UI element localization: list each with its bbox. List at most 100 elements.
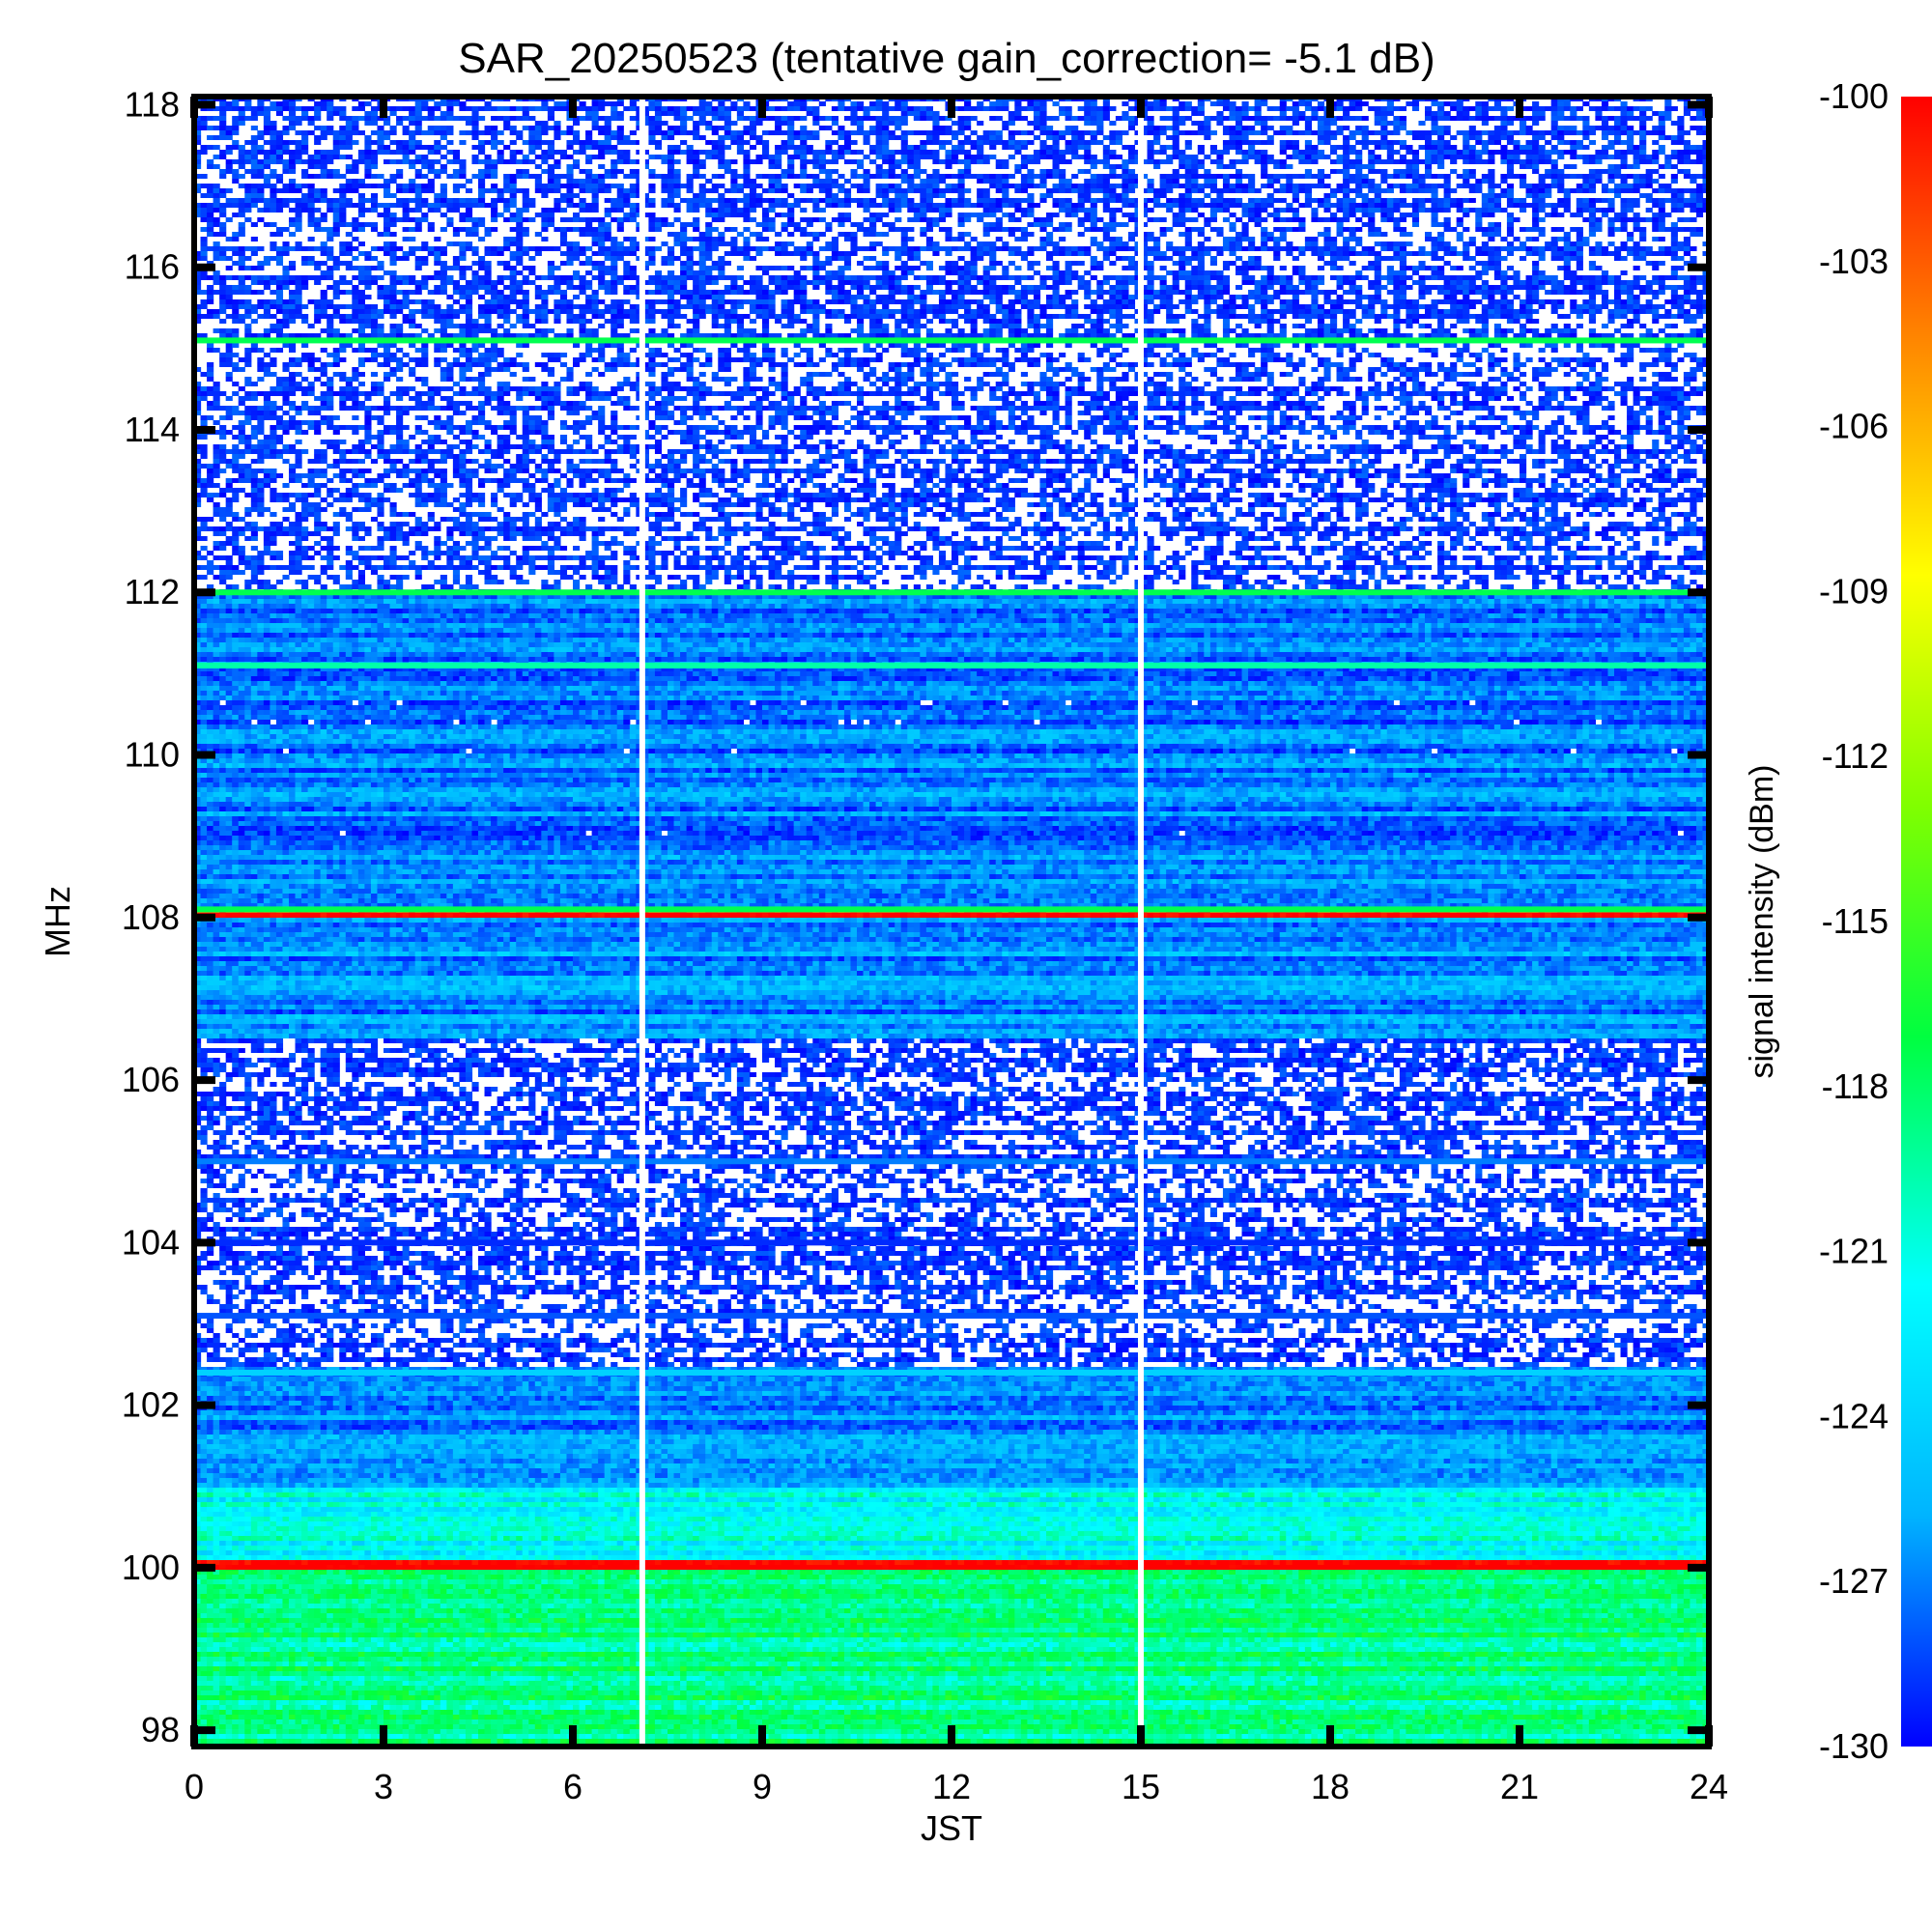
heatmap-cell (1153, 106, 1160, 111)
heatmap-cell (1091, 101, 1097, 106)
heatmap-cell (1305, 106, 1312, 111)
heatmap-cell (232, 116, 239, 121)
heatmap-cell (548, 106, 554, 111)
heatmap-cell (705, 111, 712, 116)
heatmap-cell (674, 106, 681, 111)
heatmap-cell (907, 106, 914, 111)
heatmap-cell (964, 106, 971, 111)
heatmap-cell (989, 106, 996, 111)
heatmap-cell (446, 101, 453, 106)
heatmap-cell (907, 111, 914, 116)
heatmap-cell (1564, 106, 1571, 111)
heatmap-cell (1607, 106, 1614, 111)
heatmap-cell (592, 116, 599, 121)
heatmap-cell (1646, 106, 1653, 111)
heatmap-cell (1557, 111, 1564, 116)
heatmap-cell (1084, 101, 1091, 106)
heatmap-cell (800, 101, 807, 106)
heatmap-cell (1684, 111, 1690, 116)
heatmap-cell (869, 101, 876, 106)
heatmap-cell (668, 106, 674, 111)
heatmap-cell (1198, 111, 1205, 116)
heatmap-cell (693, 106, 699, 111)
heatmap-cell (201, 116, 208, 121)
heatmap-cell (251, 106, 258, 111)
heatmap-cell (1457, 106, 1463, 111)
heatmap-cell (264, 111, 270, 116)
heatmap-cell (371, 106, 378, 111)
heatmap-cell (314, 106, 321, 111)
heatmap-cell (1380, 106, 1387, 111)
heatmap-cell (1236, 111, 1242, 116)
heatmap-cell (1557, 101, 1564, 106)
heatmap-cell (434, 116, 440, 121)
heatmap-cell (554, 106, 560, 111)
heatmap-cell (1191, 111, 1198, 116)
heatmap-cell (446, 116, 453, 121)
heatmap-cell (440, 111, 447, 116)
heatmap-cell (485, 106, 492, 111)
heatmap-cell (289, 111, 296, 116)
heatmap-cell (1280, 106, 1287, 111)
heatmap-cell (1494, 106, 1501, 111)
heatmap-cell (1122, 101, 1128, 106)
heatmap-cell (270, 101, 276, 106)
heatmap-cell (1160, 101, 1167, 106)
heatmap-cell (1286, 106, 1293, 111)
heatmap-cell (1216, 101, 1223, 106)
heatmap-cell (718, 106, 724, 111)
heatmap-cell (699, 106, 706, 111)
heatmap-cell (648, 106, 655, 111)
heatmap-cell (1034, 101, 1040, 106)
heatmap-cell (510, 116, 517, 121)
heatmap-cell (1375, 106, 1381, 111)
heatmap-cell (807, 111, 813, 116)
heatmap-cell (1293, 101, 1299, 106)
heatmap-cell (864, 106, 870, 111)
heatmap-cell (1103, 106, 1110, 111)
heatmap-cell (850, 111, 857, 116)
heatmap-cell (1248, 106, 1255, 111)
heatmap-cell (794, 106, 801, 111)
heatmap-cell (1122, 111, 1128, 116)
heatmap-cell (1621, 111, 1628, 116)
heatmap-cell (1671, 106, 1678, 111)
heatmap-cell (321, 106, 327, 111)
heatmap-cell (244, 101, 251, 106)
heatmap-cell (296, 116, 302, 121)
heatmap-cell (1185, 101, 1192, 106)
heatmap-cell (914, 106, 921, 111)
heatmap-cell (1191, 106, 1198, 111)
heatmap-cell (592, 106, 599, 111)
heatmap-cell (1475, 111, 1482, 116)
heatmap-cell (1494, 101, 1501, 106)
heatmap-cell (1444, 101, 1451, 106)
heatmap-cell (1634, 106, 1640, 111)
heatmap-cell (358, 101, 365, 106)
heatmap-cell (876, 106, 883, 111)
heatmap-cell (1437, 106, 1444, 111)
heatmap-cell (434, 106, 440, 111)
heatmap-cell (314, 116, 321, 121)
heatmap-cell (301, 111, 308, 116)
heatmap-cell (239, 116, 245, 121)
heatmap-cell (1577, 106, 1583, 111)
heatmap-cell (1103, 111, 1110, 116)
heatmap-cell (1059, 106, 1065, 111)
heatmap-cell (648, 101, 655, 106)
heatmap-cell (459, 106, 466, 111)
heatmap-cell (781, 106, 788, 111)
heatmap-cell (598, 101, 605, 106)
heatmap-cell (289, 106, 296, 111)
heatmap-cell (1406, 101, 1412, 106)
heatmap-cell (428, 116, 435, 121)
heatmap-cell (541, 106, 548, 111)
heatmap-cell (705, 101, 712, 106)
heatmap-cell (428, 111, 435, 116)
heatmap-cell (471, 111, 478, 116)
heatmap-cell (282, 101, 289, 106)
heatmap-cell (926, 111, 933, 116)
heatmap-cell (523, 106, 529, 111)
heatmap-cell (699, 101, 706, 106)
heatmap-cell (1457, 111, 1463, 116)
